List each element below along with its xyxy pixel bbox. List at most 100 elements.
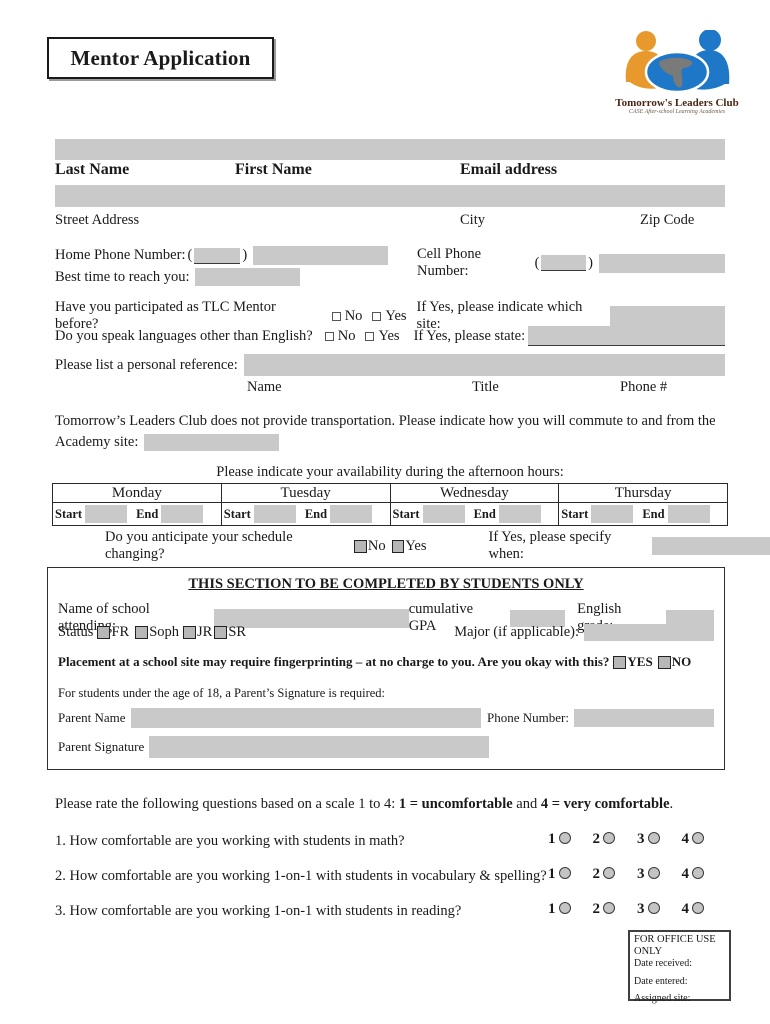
major-label: Major (if applicable): [454,624,579,640]
checkbox-icon[interactable] [331,311,341,321]
best-time-input[interactable] [194,268,300,286]
availability-heading: Please indicate your availability during… [216,464,564,480]
monday-end-input[interactable] [161,505,204,523]
checkbox-icon[interactable] [365,331,375,341]
q1-rating-4-radio[interactable] [692,832,704,844]
q2-rating-2-radio[interactable] [603,867,615,879]
fingerprint-no-checkbox[interactable] [657,655,671,669]
rating-3-label: 3 [637,866,645,882]
q2-rating-4-radio[interactable] [692,867,704,879]
specify-when-input[interactable] [652,537,770,555]
start-label: Start [55,506,83,521]
languages-input[interactable] [528,326,725,346]
q3-rating-3-radio[interactable] [647,902,660,914]
if-yes-site-label: If Yes, please indicate which site: [416,299,583,332]
schedule-yes-checkbox[interactable] [391,539,405,553]
status-fr-checkbox[interactable] [97,626,111,639]
checkbox-icon[interactable] [372,311,382,321]
q1-rating-1-radio[interactable] [558,832,571,844]
school-row: Name of school attending: cumulative GPA… [58,601,715,635]
english-grade-input[interactable] [666,609,715,627]
parent-note: For students under the age of 18, a Pare… [58,686,386,700]
schedule-no-checkbox[interactable] [354,539,367,553]
end-label: End [304,506,328,521]
status-jr-checkbox[interactable] [183,626,197,639]
wednesday-end-input[interactable] [498,505,541,523]
mentor-before-no-checkbox[interactable]: No [331,308,362,325]
status-sr-checkbox[interactable] [214,626,228,639]
parent-signature-label: Parent Signature [58,739,145,754]
assigned-site-label: Assigned site: [634,993,691,1005]
zip-label: Zip Code [640,212,695,228]
parent-phone-input[interactable] [574,709,714,727]
home-paren-open: ( [187,247,193,263]
question-1-text: 1. How comfortable are you working with … [55,833,405,849]
q2-rating-3-radio[interactable] [647,867,660,879]
reference-row: Please list a personal reference: [55,354,725,376]
q2-rating-1-radio[interactable] [558,867,571,879]
q1-rating-3-radio[interactable] [647,832,660,844]
rating-4-label: 4 [681,831,690,847]
fingerprint-yes-checkbox[interactable] [613,655,627,669]
question-row-3: 3. How comfortable are you working 1-on-… [55,900,735,920]
fingerprint-no-label: NO [671,654,692,669]
mentor-before-yes-checkbox[interactable]: Yes [372,308,407,325]
reference-name-label: Name [247,379,282,395]
commute-input[interactable] [144,434,280,451]
monday-start-input[interactable] [85,505,128,523]
mentor-before-question: Have you participated as TLC Mentor befo… [55,299,276,332]
q3-rating-1-radio[interactable] [558,902,571,914]
thursday-start-input[interactable] [591,505,634,523]
parent-name-input[interactable] [130,708,481,728]
home-phone-label: Home Phone Number: [55,247,186,263]
major-input[interactable] [584,624,714,641]
languages-no-checkbox[interactable]: No [324,328,355,345]
cell-phone-input[interactable] [598,253,725,273]
wednesday-start-input[interactable] [422,505,465,523]
question-row-2: 2. How comfortable are you working 1-on-… [55,866,735,885]
rating-intro-mid: and [512,796,541,812]
home-phone-input[interactable] [253,246,389,265]
tuesday-start-input[interactable] [253,505,296,523]
availability-days-row: Monday Tuesday Wednesday Thursday [52,483,728,503]
tlc-logo: Tomorrow's Leaders Club CASE After-schoo… [610,29,744,116]
rating-1-label: 1 [548,901,556,917]
school-input[interactable] [214,608,409,628]
question-2-text: 2. How comfortable are you working 1-on-… [55,868,547,884]
address-input[interactable] [55,185,725,207]
thursday-end-input[interactable] [667,505,710,523]
languages-yes-checkbox[interactable]: Yes [365,328,400,345]
languages-question: Do you speak languages other than Englis… [55,327,313,344]
logo-caption: CASE After-school Learning Academies [628,109,726,116]
transportation-line1: Tomorrow’s Leaders Club does not provide… [55,413,716,429]
q3-rating-4-radio[interactable] [692,902,704,914]
phone-row: Home Phone Number: ( ) Cell Phone Number… [55,246,725,279]
parent-phone-label: Phone Number: [487,710,569,725]
rating-2-label: 2 [592,866,601,882]
parent-name-row: Parent Name Phone Number: [58,708,714,728]
address-labels-row: Street Address City Zip Code [55,212,725,232]
day-header-thursday: Thursday [558,483,728,503]
schedule-changing-row: Do you anticipate your schedule changing… [105,529,770,563]
status-soph-checkbox[interactable] [135,626,149,639]
rating-4-label: 4 [681,901,690,917]
reference-input[interactable] [243,354,725,376]
q3-rating-2-radio[interactable] [603,902,615,914]
gpa-input[interactable] [510,609,566,627]
question-3-ratings: 1 2 3 4 [548,900,704,918]
office-use-box: FOR OFFICE USE ONLY Date received: Date … [628,930,731,1004]
q1-rating-2-radio[interactable] [603,832,615,844]
cell-phone-label: Cell Phone Number: [417,246,482,279]
no-label: No [367,537,386,554]
site-input[interactable] [610,306,725,326]
cell-area-code-input[interactable] [541,255,587,271]
name-email-input[interactable] [55,139,725,160]
start-label: Start [223,506,251,521]
transportation-line2: Academy site: [55,434,139,450]
parent-signature-input[interactable] [149,736,490,758]
home-area-code-input[interactable] [194,247,241,264]
tuesday-end-input[interactable] [330,505,373,523]
availability-table: Monday Tuesday Wednesday Thursday Start … [52,483,728,526]
checkbox-icon[interactable] [324,331,334,341]
